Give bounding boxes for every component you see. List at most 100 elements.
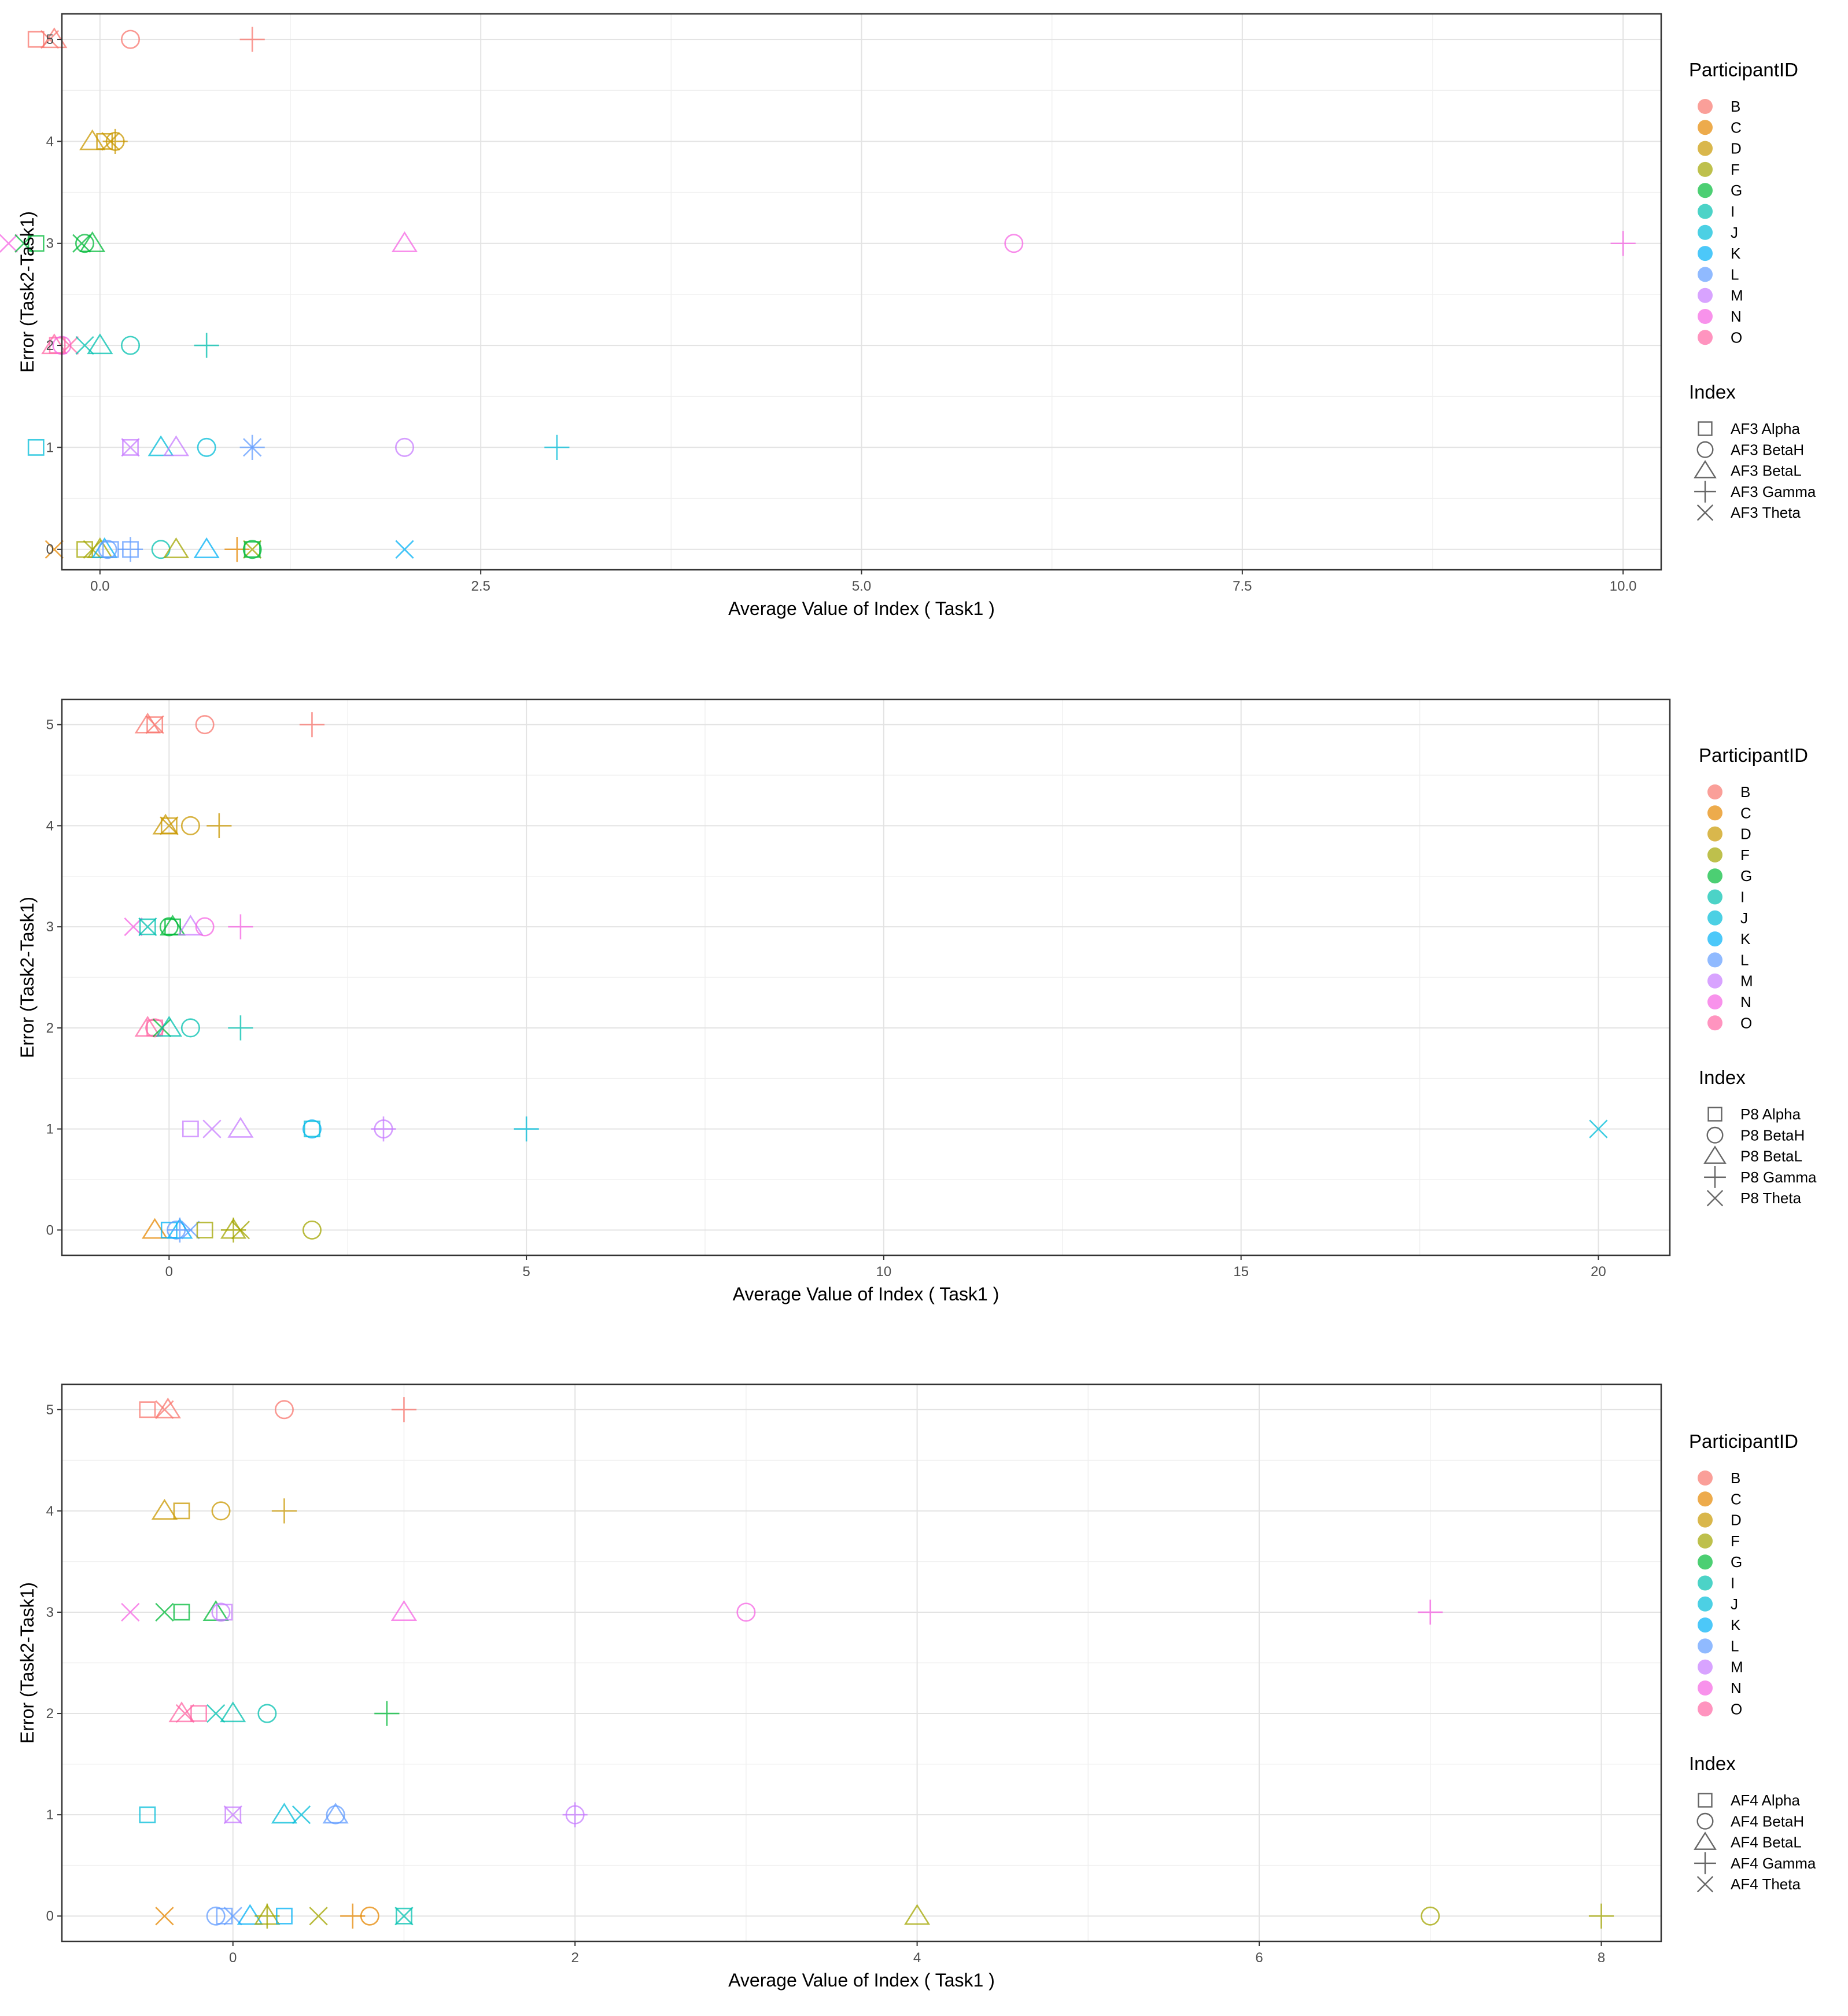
data-point-N-triangle bbox=[391, 231, 418, 252]
legend-index-title: Index bbox=[1689, 381, 1736, 403]
data-point-B-plus bbox=[299, 712, 325, 738]
data-point-G-circle bbox=[159, 917, 179, 937]
data-point-N-cross bbox=[121, 1602, 140, 1622]
x-tick-label: 10 bbox=[876, 1264, 892, 1280]
legend-label-C: C bbox=[1731, 1490, 1742, 1508]
legend-swatch-L bbox=[1698, 267, 1713, 282]
y-axis-title: Error (Task2-Task1) bbox=[17, 211, 38, 373]
legend-label-B: B bbox=[1740, 783, 1750, 801]
legend-swatch-C bbox=[1707, 805, 1722, 821]
legend-plus-icon bbox=[1704, 1166, 1726, 1188]
data-point-N-cross bbox=[0, 234, 18, 253]
legend-swatch-O bbox=[1707, 1015, 1722, 1031]
data-point-L-cross bbox=[243, 438, 262, 457]
data-point-N-plus bbox=[1418, 1599, 1443, 1625]
legend-square-icon bbox=[1698, 421, 1713, 436]
data-point-M-square bbox=[224, 1806, 242, 1823]
legend-swatch-I bbox=[1698, 1575, 1713, 1591]
data-point-G-cross bbox=[72, 234, 91, 253]
legend-label-J: J bbox=[1731, 1595, 1738, 1613]
data-point-M-triangle bbox=[227, 1116, 254, 1138]
legend-index-label: AF4 BetaL bbox=[1731, 1834, 1802, 1851]
data-point-J-plus bbox=[544, 434, 570, 460]
data-point-L-circle bbox=[206, 1906, 226, 1926]
legend-label-M: M bbox=[1731, 287, 1743, 304]
legend-label-L: L bbox=[1740, 951, 1749, 968]
legend-cross-icon bbox=[1706, 1190, 1724, 1207]
legend-index-label: AF4 Gamma bbox=[1731, 1855, 1816, 1872]
y-tick-label: 1 bbox=[46, 1122, 54, 1137]
data-points bbox=[0, 27, 1636, 562]
y-tick-label: 0 bbox=[46, 1908, 54, 1924]
data-point-J-triangle bbox=[271, 1803, 298, 1824]
legend-index-label: AF3 BetaL bbox=[1731, 462, 1802, 480]
data-point-I-circle bbox=[180, 1018, 200, 1038]
data-point-D-plus bbox=[206, 813, 232, 839]
x-tick-label: 0.0 bbox=[90, 578, 109, 594]
legend-label-D: D bbox=[1731, 140, 1742, 157]
y-tick-label: 0 bbox=[46, 542, 54, 558]
x-axis-title: Average Value of Index ( Task1 ) bbox=[728, 1970, 995, 1991]
x-tick-label: 15 bbox=[1233, 1264, 1249, 1280]
grid-lines bbox=[62, 699, 1670, 1255]
data-point-G-circle bbox=[75, 234, 95, 253]
data-point-L-circle bbox=[326, 1805, 345, 1825]
y-tick-label: 4 bbox=[46, 134, 54, 149]
legend-swatch-J bbox=[1698, 224, 1713, 240]
y-tick-label: 3 bbox=[46, 236, 54, 252]
x-tick-label: 8 bbox=[1598, 1950, 1605, 1966]
data-point-B-triangle bbox=[41, 27, 68, 49]
data-point-I-plus bbox=[228, 1015, 253, 1041]
data-point-L-plus bbox=[167, 1217, 193, 1243]
data-point-M-circle bbox=[394, 437, 414, 457]
y-tick-label: 3 bbox=[46, 919, 54, 935]
legend-label-O: O bbox=[1731, 1700, 1742, 1718]
legend-label-D: D bbox=[1740, 825, 1751, 843]
data-point-O-circle bbox=[145, 1018, 165, 1038]
legend-swatch-I bbox=[1707, 889, 1722, 905]
legend-label-J: J bbox=[1731, 224, 1738, 241]
data-point-B-triangle bbox=[154, 1397, 181, 1418]
data-point-M-triangle bbox=[163, 435, 190, 456]
legend-participant-title: ParticipantID bbox=[1699, 745, 1808, 766]
data-point-B-circle bbox=[121, 30, 141, 49]
data-point-G-square bbox=[27, 235, 45, 252]
y-tick-label: 4 bbox=[46, 1503, 54, 1519]
legend-swatch-M bbox=[1707, 973, 1722, 989]
data-point-D-circle bbox=[180, 816, 200, 835]
x-tick-label: 10.0 bbox=[1610, 578, 1637, 594]
legend-label-K: K bbox=[1731, 1616, 1741, 1634]
x-tick-label: 2.5 bbox=[471, 578, 490, 594]
data-point-L-square bbox=[122, 541, 139, 558]
data-point-I-triangle bbox=[220, 1701, 246, 1723]
data-point-O-cross bbox=[60, 336, 79, 355]
legend-swatch-L bbox=[1707, 952, 1722, 968]
legend-label-G: G bbox=[1731, 182, 1742, 199]
data-point-N-circle bbox=[736, 1602, 756, 1622]
data-point-M-cross bbox=[223, 1805, 242, 1825]
legend-index-label: AF4 Alpha bbox=[1731, 1792, 1801, 1809]
data-point-M-cross bbox=[202, 1119, 222, 1138]
chart-panel-3: 0 2 4 6 8 0 1 2 3 4 5 Average Value of Index ( Task… bbox=[17, 1383, 1816, 1991]
data-points bbox=[121, 1397, 1614, 1929]
data-point-I-cross bbox=[138, 917, 157, 937]
legend-swatch-K bbox=[1698, 1617, 1713, 1633]
legend-swatch-O bbox=[1698, 1701, 1713, 1717]
legend-label-I: I bbox=[1731, 1575, 1735, 1592]
data-point-L-cross bbox=[181, 1221, 200, 1240]
legend-swatch-N bbox=[1698, 309, 1713, 324]
x-tick-label: 7.5 bbox=[1233, 578, 1252, 594]
x-tick-label: 20 bbox=[1591, 1264, 1606, 1280]
legend-plus-icon bbox=[1694, 1852, 1716, 1874]
data-point-K-circle bbox=[302, 1119, 322, 1139]
data-point-I-cross bbox=[75, 336, 94, 355]
data-point-J-circle bbox=[197, 437, 216, 457]
legend-index-label: P8 Theta bbox=[1740, 1189, 1802, 1207]
legend-swatch-K bbox=[1707, 931, 1722, 947]
chart-panel-1: 0.0 2.5 5.0 7.5 10.0 0 1 2 3 4 5 Average Value of I… bbox=[0, 13, 1816, 619]
data-point-N-circle bbox=[1004, 234, 1024, 253]
